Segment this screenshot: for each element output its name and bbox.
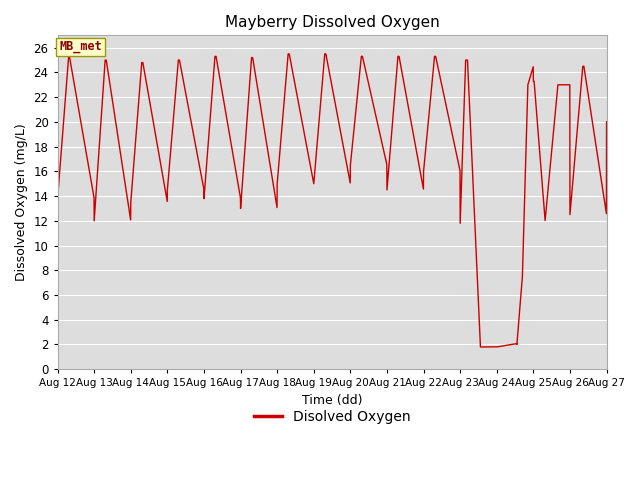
- Y-axis label: Dissolved Oxygen (mg/L): Dissolved Oxygen (mg/L): [15, 123, 28, 281]
- Legend: Disolved Oxygen: Disolved Oxygen: [248, 404, 416, 429]
- Text: MB_met: MB_met: [60, 40, 102, 53]
- X-axis label: Time (dd): Time (dd): [302, 394, 362, 407]
- Title: Mayberry Dissolved Oxygen: Mayberry Dissolved Oxygen: [225, 15, 440, 30]
